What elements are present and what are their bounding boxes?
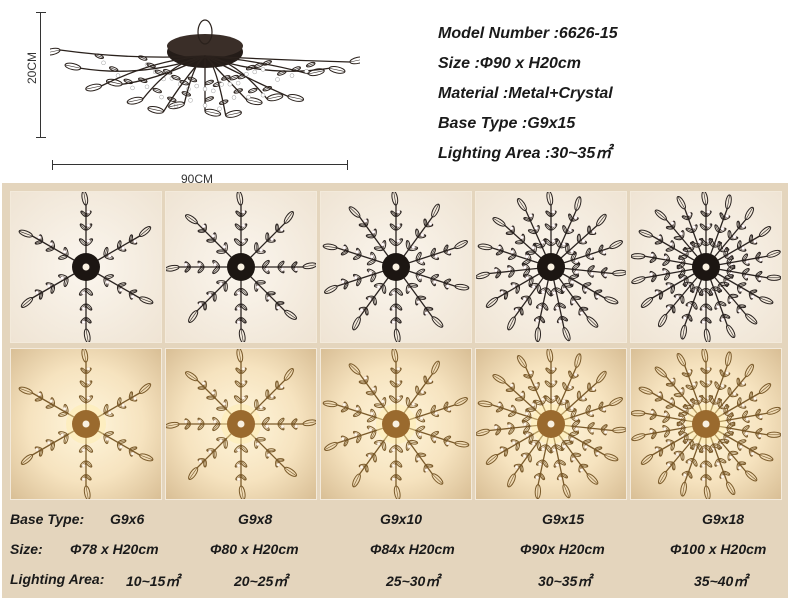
height-label: 20CM [25,49,39,87]
variant-photo-gold-4 [475,348,627,500]
spec-base-type: Base Type :G9x15 [438,115,576,132]
variant-4-size: Φ90x H20cm [520,541,605,557]
height-dimension-line [36,12,46,138]
variant-5-area: 35~40㎡ [694,573,748,589]
variant-1-base: G9x6 [110,511,145,527]
spec-material: Material :Metal+Crystal [438,85,613,102]
size-row-label: Size: [10,541,43,557]
variant-5-size: Φ100 x H20cm [670,541,767,557]
variant-4-area: 30~35㎡ [538,573,592,589]
variant-photo-black-2 [165,191,317,343]
variant-photo-black-1 [10,191,162,343]
spec-lighting-area: Lighting Area :30~35㎡ [438,145,612,162]
variant-4-base: G9x15 [542,511,585,527]
variant-photo-black-5 [630,191,782,343]
variant-3-area: 25~30㎡ [386,573,440,589]
chandelier-side-view-image [50,19,360,118]
spec-model-number: Model Number :6626-15 [438,25,618,42]
base-type-row-label: Base Type: [10,511,85,527]
spec-size: Size :Φ90 x H20cm [438,55,582,72]
variant-1-area: 10~15㎡ [126,573,180,589]
variant-1-size: Φ78 x H20cm [70,541,159,557]
variant-comparison-panel: Base Type: Size: Lighting Area: G9x6 G9x… [2,183,788,598]
variant-3-base: G9x10 [380,511,423,527]
lighting-area-row-label: Lighting Area: [10,571,105,587]
variant-2-area: 20~25㎡ [234,573,288,589]
variant-2-base: G9x8 [238,511,273,527]
variant-photo-black-4 [475,191,627,343]
width-dimension-line [52,160,348,170]
variant-photo-black-3 [320,191,472,343]
variant-photo-gold-3 [320,348,472,500]
variant-photo-gold-5 [630,348,782,500]
variant-5-base: G9x18 [702,511,745,527]
variant-photo-gold-2 [165,348,317,500]
width-label: 90CM [181,172,214,186]
variant-2-size: Φ80 x H20cm [210,541,299,557]
variant-photo-gold-1 [10,348,162,500]
spec-list: Model Number :6626-15 Size :Φ90 x H20cm … [438,22,778,172]
variant-3-size: Φ84x H20cm [370,541,455,557]
product-header: 20CM 90CM Model Number :6626-15 Size :Φ9… [0,0,790,186]
